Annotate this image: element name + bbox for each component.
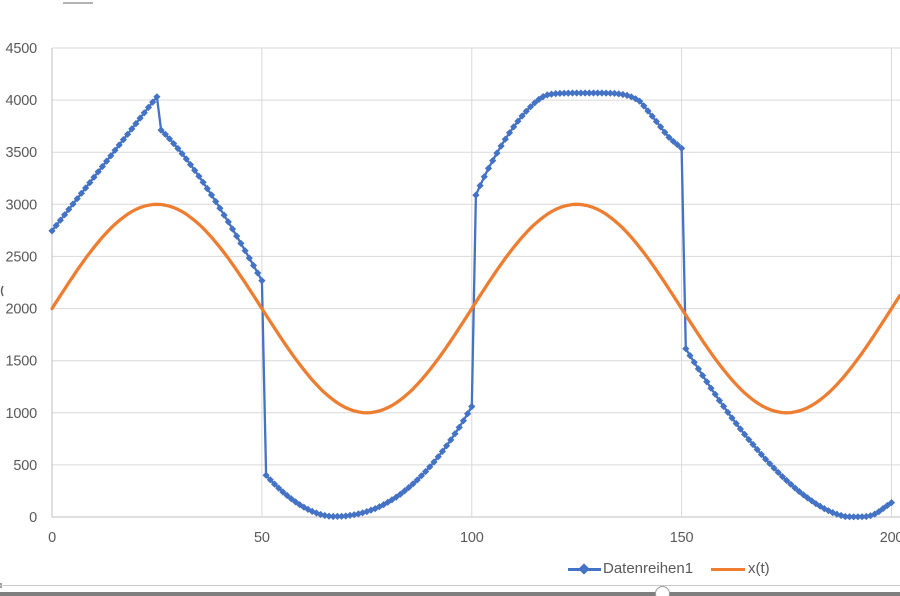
y-axis-tick-label[interactable]: 4000: [6, 93, 38, 109]
y-axis-tick-label[interactable]: 1500: [6, 354, 38, 370]
top-edge-fragment: [63, 2, 93, 4]
y-axis-tick-label[interactable]: 1000: [6, 406, 38, 422]
x-axis-tick-label[interactable]: 100: [460, 530, 484, 546]
y-axis-tick-label[interactable]: 2500: [6, 249, 38, 265]
y-axis-tick-label[interactable]: 500: [13, 458, 37, 474]
legend-label-series1[interactable]: Datenreihen1: [603, 560, 694, 577]
y-axis-tick-label[interactable]: 0: [29, 510, 37, 526]
window-bottom-edge: [0, 592, 900, 596]
x-axis-tick-label[interactable]: 50: [254, 530, 270, 546]
y-axis-tick-label[interactable]: 3500: [6, 145, 38, 161]
y-axis-tick-label[interactable]: 3000: [6, 197, 38, 213]
x-axis-tick-label[interactable]: 150: [670, 530, 694, 546]
series-line-1[interactable]: [50, 202, 900, 415]
x-axis-tick-label[interactable]: 0: [48, 530, 56, 546]
y-axis-tick-label[interactable]: 4500: [6, 41, 38, 57]
legend-line-series2: [711, 567, 745, 571]
y-axis-tick-label[interactable]: 2000: [6, 302, 38, 318]
cropped-axis-title-glyph: [0, 285, 4, 297]
chart-border-bottom: [0, 585, 900, 587]
legend-label-series2[interactable]: x(t): [748, 560, 770, 577]
chart-resize-handle[interactable]: [655, 586, 670, 596]
x-axis-tick-label[interactable]: 200: [880, 530, 900, 546]
